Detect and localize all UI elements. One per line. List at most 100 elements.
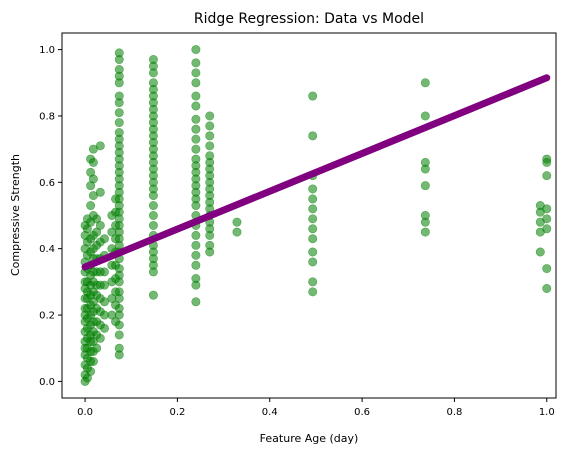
- data-point: [95, 187, 105, 197]
- data-point: [114, 264, 124, 274]
- data-point: [114, 303, 124, 313]
- data-point: [308, 184, 318, 194]
- data-point: [205, 111, 215, 121]
- data-point: [205, 151, 215, 161]
- data-point: [191, 91, 201, 101]
- data-point: [205, 141, 215, 151]
- data-point: [542, 264, 552, 274]
- data-point: [114, 343, 124, 353]
- data-point: [95, 141, 105, 151]
- data-point: [191, 250, 201, 260]
- data-point: [191, 124, 201, 134]
- data-point: [99, 280, 109, 290]
- data-point: [114, 108, 124, 118]
- data-point: [420, 211, 430, 221]
- data-point: [114, 320, 124, 330]
- data-point: [308, 257, 318, 267]
- x-tick-label: 0.2: [169, 407, 185, 418]
- data-point: [308, 287, 318, 297]
- data-point: [232, 217, 242, 227]
- x-tick-label: 0.6: [354, 407, 370, 418]
- data-point: [232, 227, 242, 237]
- data-point: [191, 134, 201, 144]
- data-point: [114, 287, 124, 297]
- data-point: [114, 330, 124, 340]
- model-line-layer: [81, 74, 551, 271]
- x-tick-label: 0.4: [262, 407, 278, 418]
- data-point: [420, 227, 430, 237]
- data-point: [191, 68, 201, 78]
- chart-title: Ridge Regression: Data vs Model: [194, 11, 424, 27]
- data-point: [191, 101, 201, 111]
- y-axis-label: Compressive Strength: [9, 154, 22, 276]
- data-point: [99, 323, 109, 333]
- data-point: [191, 114, 201, 124]
- data-point: [308, 247, 318, 257]
- data-point: [191, 45, 201, 55]
- data-point: [148, 55, 158, 65]
- data-point: [191, 230, 201, 240]
- data-point: [205, 131, 215, 141]
- data-points: [80, 45, 552, 386]
- data-point: [191, 297, 201, 307]
- y-tick-label: 0.2: [39, 311, 55, 322]
- data-point: [542, 283, 552, 293]
- y-tick-label: 0.4: [39, 244, 55, 255]
- x-tick-label: 1.0: [539, 407, 555, 418]
- data-point: [308, 204, 318, 214]
- x-tick-label: 0.0: [77, 407, 93, 418]
- data-point: [148, 290, 158, 300]
- data-point: [92, 343, 102, 353]
- data-point: [191, 260, 201, 270]
- y-tick-label: 0.8: [39, 111, 55, 122]
- data-point: [542, 154, 552, 164]
- model-line: [81, 74, 551, 271]
- data-point: [88, 356, 98, 366]
- data-point: [191, 274, 201, 284]
- data-point: [191, 144, 201, 154]
- data-point: [86, 366, 96, 376]
- data-point: [420, 181, 430, 191]
- data-point: [95, 220, 105, 230]
- data-point: [88, 157, 98, 167]
- data-point: [114, 65, 124, 75]
- data-point: [308, 277, 318, 287]
- data-point: [191, 78, 201, 88]
- plot-background: [62, 33, 556, 398]
- data-point: [205, 240, 215, 250]
- x-axis-ticks: 0.0 0.2 0.4 0.6 0.8 1.0: [77, 398, 555, 418]
- data-point: [86, 201, 96, 211]
- x-tick-label: 0.8: [446, 407, 462, 418]
- data-point: [308, 91, 318, 101]
- y-tick-label: 0.0: [39, 377, 55, 388]
- data-point: [542, 214, 552, 224]
- data-point: [535, 247, 545, 257]
- plot-frame: [61, 32, 557, 399]
- data-point: [191, 154, 201, 164]
- data-point: [308, 214, 318, 224]
- data-point: [95, 333, 105, 343]
- data-point: [308, 194, 318, 204]
- data-point: [99, 267, 109, 277]
- data-point: [191, 240, 201, 250]
- data-point: [148, 220, 158, 230]
- data-point: [114, 48, 124, 58]
- data-point: [542, 171, 552, 181]
- x-axis-label: Feature Age (day): [260, 432, 359, 445]
- data-point: [308, 131, 318, 141]
- data-point: [114, 128, 124, 138]
- plot-area: [61, 32, 557, 399]
- data-point: [420, 111, 430, 121]
- data-point: [99, 297, 109, 307]
- data-point: [308, 224, 318, 234]
- data-point: [542, 204, 552, 214]
- data-point: [308, 234, 318, 244]
- data-point: [114, 118, 124, 128]
- data-point: [148, 201, 158, 211]
- data-point: [191, 58, 201, 68]
- y-tick-label: 1.0: [39, 45, 55, 56]
- data-point: [88, 174, 98, 184]
- data-point: [205, 121, 215, 131]
- data-point: [420, 78, 430, 88]
